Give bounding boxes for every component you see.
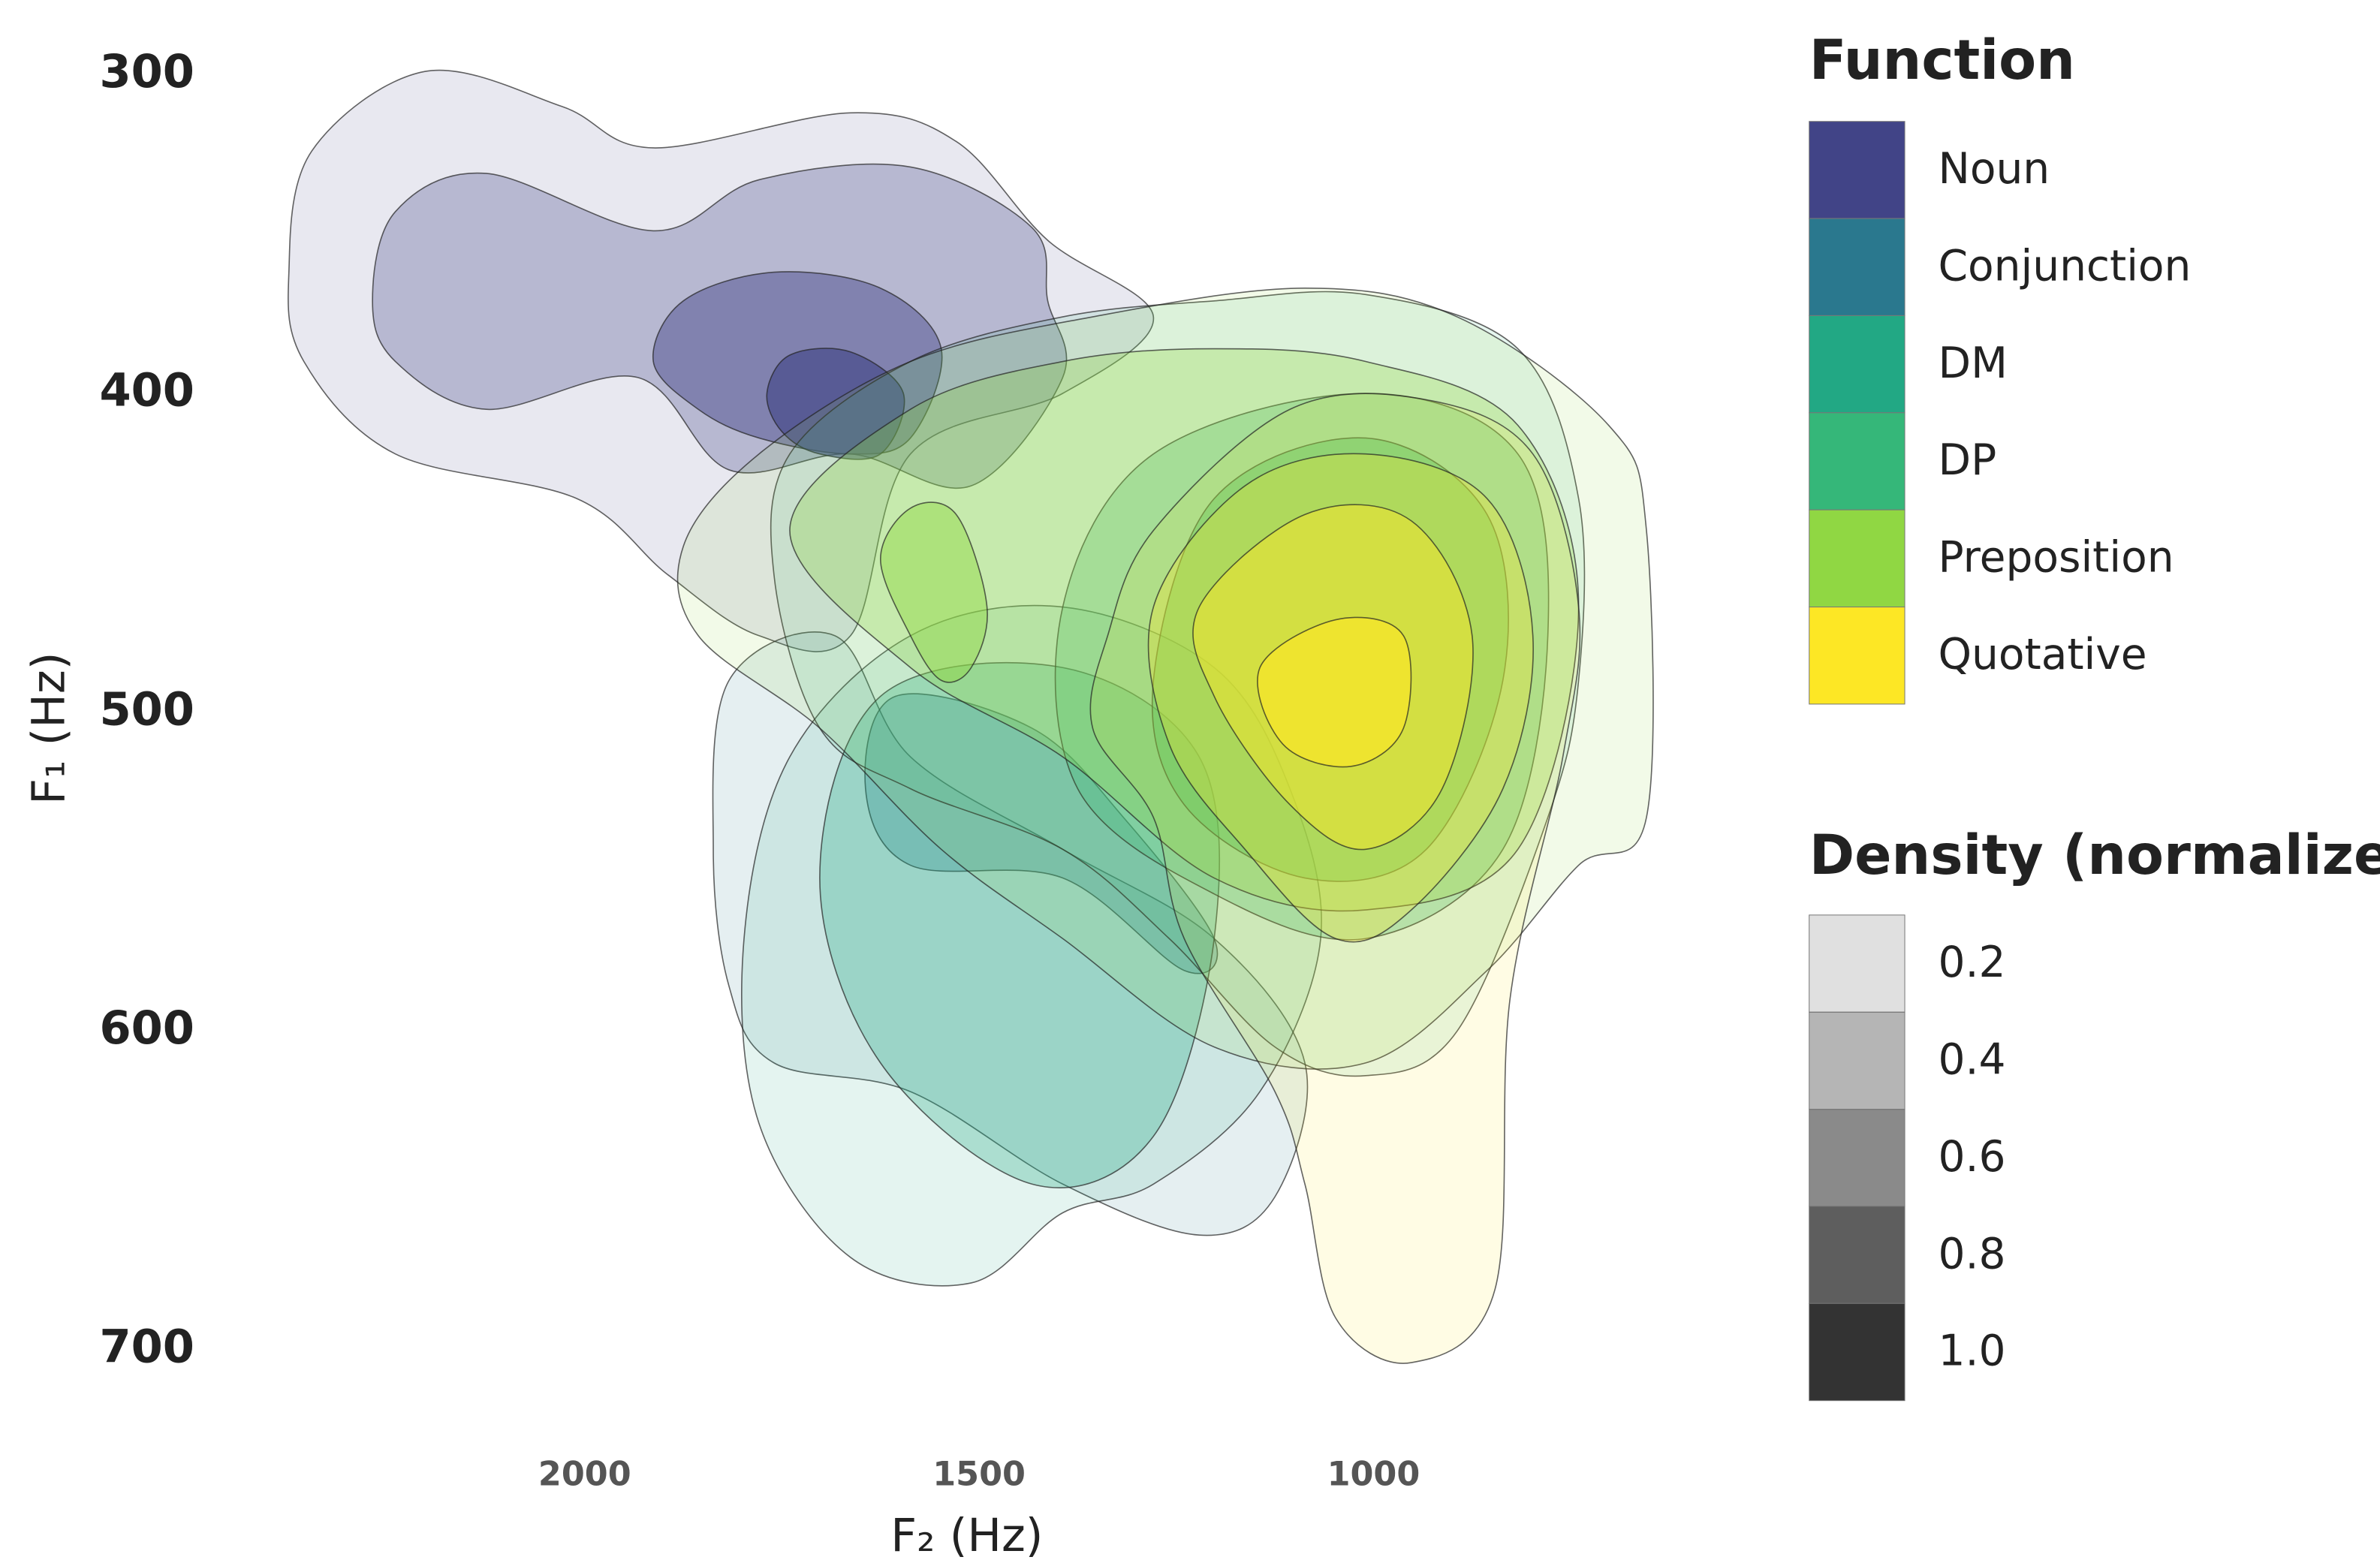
y-tick-label: 500 [99,683,194,736]
legend-label: Quotative [1939,630,2147,679]
legend-label: DM [1939,339,2008,388]
density-contour [766,348,905,460]
legend-swatch [1809,607,1906,705]
legend-label: 0.8 [1939,1229,2006,1278]
legend-swatch [1809,121,1906,219]
legend-swatch [1809,509,1906,608]
y-tick-label: 300 [99,46,194,98]
y-tick-label: 600 [99,1002,194,1055]
legend-label: Noun [1939,144,2050,194]
y-tick-label: 400 [99,365,194,417]
axes: 2000 1500 1000 300 400 500 600 700 [99,46,1420,1494]
density-contour [789,348,1580,912]
y-tick-label: 700 [99,1321,194,1374]
density-contour [864,693,1219,974]
legend-title: Function [1809,29,2075,92]
legend-label: DP [1939,435,1997,485]
density-contour [819,661,1221,1188]
plot-area [288,69,1654,1364]
legend-label: 0.6 [1939,1132,2006,1182]
legend-title: Density (normalized) [1809,824,2380,887]
legend-label: Preposition [1939,532,2174,582]
legend-swatch [1809,1302,1906,1402]
legend-swatch [1809,1109,1906,1207]
density-contour [1257,616,1412,768]
y-axis-title: F₁ (Hz) [23,652,76,805]
x-axis-title: F₂ (Hz) [890,1510,1043,1562]
legend-label: 0.4 [1939,1035,2006,1085]
legend-label: 1.0 [1939,1327,2006,1376]
density-contour [676,288,1654,1070]
legend-swatch [1809,315,1906,414]
x-tick-label: 1000 [1327,1456,1420,1494]
legend-swatch [1809,1206,1906,1304]
density-contour [712,631,1309,1236]
legend-label: 0.2 [1939,938,2006,987]
legend: Noun Conjunction DM DP Preposition Quotative 0… [1809,121,2192,1402]
density-contour [770,291,1586,1077]
density-contour [879,501,988,683]
legend-swatch [1809,914,1906,1013]
legend-swatch [1809,1011,1906,1110]
x-tick-label: 1500 [932,1456,1026,1494]
density-contour [288,69,1155,652]
legend-swatch [1809,412,1906,510]
density-contour [1089,393,1581,1364]
x-tick-label: 2000 [538,1456,631,1494]
legend-label: Conjunction [1939,241,2192,291]
legend-swatch [1809,218,1906,316]
